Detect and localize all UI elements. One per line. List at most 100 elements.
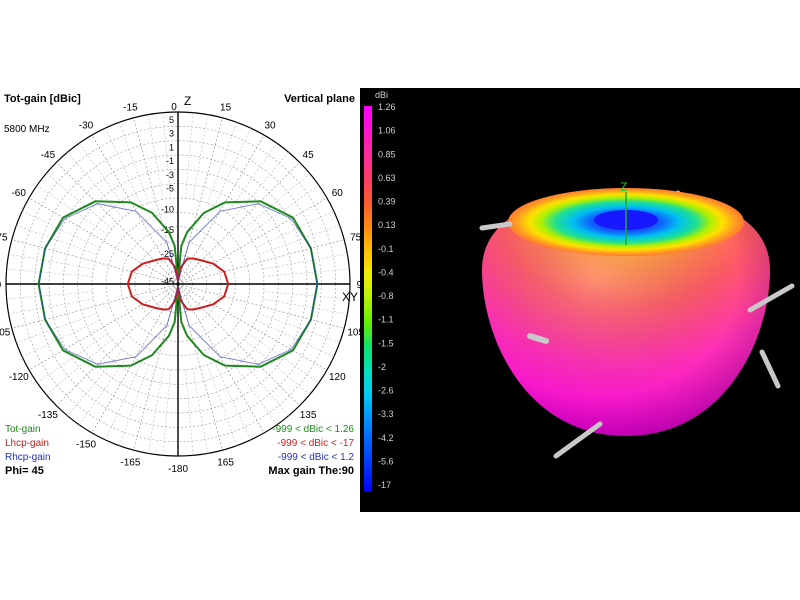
colorbar-tick-label: -2.6 (378, 386, 394, 396)
grid-spoke (233, 152, 289, 219)
series-line-rhcp-gain (177, 203, 318, 365)
radial-tick-label: -25 (161, 249, 174, 259)
radial-tick-label: -3 (166, 170, 174, 180)
angle-tick-label: 15 (220, 102, 232, 113)
series-group (37, 200, 319, 368)
colorbar-tick-label: -0.1 (378, 244, 394, 254)
max-gain-label: Max gain The:90 (268, 465, 354, 477)
series-line-lhcp-gain (177, 257, 230, 311)
grid-spoke (177, 283, 300, 406)
grid-spoke (248, 333, 320, 383)
colorbar-ticks: 1.26 1.06 0.85 0.63 0.39 0.13 -0.1 -0.4 -0.8 -1.1… (378, 102, 396, 490)
radial-tick-label: -5 (166, 184, 174, 194)
antenna-rod (747, 283, 795, 313)
angle-tick-label: 165 (217, 458, 234, 469)
angle-tick-label: -165 (120, 458, 140, 469)
grid-spoke (177, 162, 300, 285)
grid-spoke (177, 283, 345, 329)
angle-tick-label: -75 (0, 232, 8, 243)
angle-tick-label: 90 (356, 280, 360, 291)
grid-spoke (214, 361, 251, 441)
grid-spoke (118, 122, 149, 204)
pattern-shading (482, 192, 770, 436)
angle-tick-label: 0 (171, 102, 177, 113)
angle-tick-label: -60 (11, 188, 26, 199)
angle-tick-label: -15 (123, 102, 138, 113)
z-axis-label-3d: Z (620, 180, 627, 194)
radial-tick-label: 5 (169, 115, 174, 125)
series-line-lhcp-gain (126, 257, 179, 311)
grid-spoke (11, 283, 179, 329)
colorbar-tick-label: -2 (378, 362, 386, 372)
colorbar-tick-label: -3.3 (378, 409, 394, 419)
colorbar-tick-label: -0.8 (378, 291, 394, 301)
radial-tick-label: -1 (166, 156, 174, 166)
angle-tick-label: 120 (329, 372, 346, 383)
grid-spoke (177, 283, 328, 371)
grid-spoke (214, 127, 251, 207)
radial-tick-label: -45 (161, 277, 174, 287)
angle-tick-label: -30 (79, 121, 94, 132)
legend-rhcp-gain: Rhcp-gain (5, 452, 51, 463)
range-tot-gain: -999 < dBic < 1.26 (272, 424, 354, 435)
grid-spoke (28, 197, 179, 285)
xy-axis-label: XY (342, 290, 358, 304)
colorbar (364, 106, 372, 492)
grid-spoke (36, 185, 108, 235)
angle-tick-label: -105 (0, 328, 11, 339)
grid-spoke (248, 185, 320, 235)
angle-tick-label: -135 (38, 410, 58, 421)
range-rhcp-gain: -999 < dBic < 1.2 (278, 452, 355, 463)
3d-pattern-panel: dBi 1.26 1.06 0.85 0.63 0.39 0.13 -0.1 -0.4 -0.8… (360, 88, 800, 512)
colorbar-unit: dBi (375, 90, 388, 100)
legend-lhcp-gain: Lhcp-gain (5, 438, 49, 449)
colorbar-tick-label: 0.39 (378, 197, 396, 207)
polar-plot: 0153045607590105120135-180165-165-150-13… (0, 93, 360, 477)
grid-spoke (11, 239, 179, 285)
angle-tick-label: -90 (0, 280, 2, 291)
radial-tick-label: 3 (169, 129, 174, 139)
angle-tick-label: 75 (350, 232, 360, 243)
colorbar-tick-label: -1.1 (378, 315, 394, 325)
grid-spoke (28, 283, 179, 371)
angle-tick-label: -45 (41, 150, 56, 161)
angle-tick-label: 105 (347, 328, 360, 339)
angle-tick-label: -180 (168, 464, 188, 475)
angle-tick-label: -120 (9, 372, 29, 383)
angle-tick-label: 45 (303, 150, 315, 161)
radial-tick-label: 1 (169, 142, 174, 152)
colorbar-tick-label: -4.2 (378, 433, 394, 443)
phi-label: Phi= 45 (5, 465, 44, 477)
range-lhcp-gain: -999 < dBic < -17 (277, 438, 354, 449)
chart-title: Tot-gain [dBic] (4, 93, 81, 105)
grid-spoke (91, 283, 179, 434)
colorbar-tick-label: -17 (378, 480, 391, 490)
colorbar-tick-label: 0.63 (378, 173, 396, 183)
series-line-rhcp-gain (38, 203, 179, 365)
legend-tot-gain: Tot-gain (5, 424, 41, 435)
grid-spoke (36, 333, 108, 383)
polar-grid (5, 111, 351, 457)
grid-spoke (177, 239, 345, 285)
chart-subtitle: Vertical plane (284, 93, 355, 105)
antenna-rod (759, 349, 781, 389)
angle-tick-label: -150 (76, 439, 96, 450)
angle-labels: 0153045607590105120135-180165-165-150-13… (0, 102, 360, 475)
grid-spoke (8, 298, 94, 315)
colorbar-tick-label: -5.6 (378, 456, 394, 466)
grid-spoke (118, 364, 149, 446)
radial-tick-label: -10 (161, 204, 174, 214)
grid-spoke (177, 197, 328, 285)
z-axis-label: Z (184, 94, 191, 108)
antenna-rod (479, 221, 513, 231)
colorbar-tick-label: 0.13 (378, 220, 396, 230)
colorbar-tick-label: 1.26 (378, 102, 396, 112)
angle-tick-label: 60 (332, 188, 344, 199)
polar-plot-panel: 0153045607590105120135-180165-165-150-13… (0, 88, 360, 512)
antenna-rod (553, 421, 603, 459)
colorbar-tick-label: -1.5 (378, 338, 394, 348)
colorbar-tick-label: -0.4 (378, 267, 394, 277)
grid-spoke (105, 361, 142, 441)
grid-spoke (105, 127, 142, 207)
colorbar-tick-label: 0.85 (378, 149, 396, 159)
